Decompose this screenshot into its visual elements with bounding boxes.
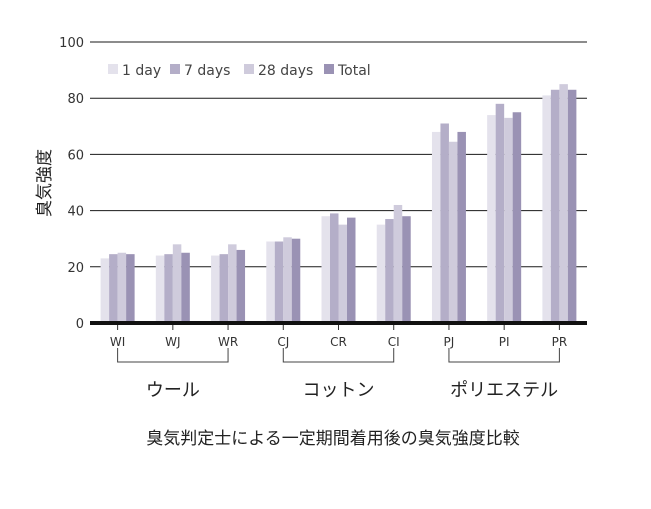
bar (266, 241, 275, 323)
y-tick-label: 40 (67, 205, 84, 220)
bar (236, 249, 246, 323)
group-label: ポリエステル (450, 380, 558, 401)
y-tick-label: 100 (59, 36, 84, 51)
group-label: コットン (303, 380, 375, 401)
bar (457, 131, 466, 323)
legend-swatch (244, 64, 254, 74)
legend-label: Total (337, 63, 371, 79)
x-tick-label: PR (552, 335, 568, 349)
group-bracket (282, 348, 395, 363)
bars (100, 84, 577, 324)
bar (487, 115, 496, 323)
bar (219, 254, 229, 323)
bar (559, 84, 568, 324)
category-groups: ウール コットン ポリエステル (117, 348, 560, 401)
y-axis-label: 臭気強度 (35, 149, 55, 217)
bar (228, 244, 237, 323)
bar (347, 217, 356, 323)
bar (181, 252, 190, 323)
bar (100, 258, 110, 323)
y-tick-label: 0 (76, 317, 84, 332)
group-bracket (117, 348, 229, 363)
x-tick-label: CR (330, 335, 347, 349)
bar (495, 103, 505, 323)
legend-label: 28 days (258, 63, 313, 79)
group-bracket (448, 348, 560, 363)
bar (338, 224, 347, 323)
bar (567, 89, 577, 324)
bar (393, 204, 403, 323)
x-tick-label: PJ (444, 335, 455, 349)
bar (504, 117, 513, 324)
bar (291, 238, 301, 323)
x-tick-label: WI (110, 335, 125, 349)
bar (512, 112, 522, 323)
x-tick-label: CJ (277, 335, 289, 349)
bar (117, 252, 127, 323)
legend-swatch (324, 64, 334, 74)
x-tick-label: WJ (165, 335, 180, 349)
bar (402, 216, 411, 323)
group-label: ウール (146, 380, 200, 401)
bar (376, 224, 386, 323)
bar (211, 255, 220, 323)
bar (109, 254, 118, 323)
bar (164, 254, 173, 323)
legend-label: 1 day (122, 63, 161, 79)
bar (431, 131, 441, 323)
legend: 1 day 7 days 28 days Total (108, 63, 371, 79)
x-tick-label: CI (388, 335, 400, 349)
legend-swatch (108, 64, 118, 74)
bar (550, 89, 560, 324)
legend-swatch (170, 64, 180, 74)
bar (172, 244, 182, 323)
bar (126, 254, 135, 323)
bar (283, 237, 292, 323)
chart-caption: 臭気判定士による一定期間着用後の臭気強度比較 (146, 429, 520, 449)
y-tick-label: 80 (67, 92, 84, 107)
x-tick-label: PI (499, 335, 510, 349)
bar (440, 123, 449, 324)
y-tick-label: 60 (67, 148, 84, 163)
y-tick-label: 20 (67, 261, 84, 276)
x-tick-label: WR (218, 335, 238, 349)
bar (321, 216, 330, 323)
bar (330, 213, 339, 323)
bar (542, 95, 551, 323)
bar (155, 255, 165, 323)
bar (274, 241, 284, 323)
axes: 0 20 40 60 80 100 WI WJ WR CJ CR CI PJ PI PR (59, 36, 587, 349)
bar (448, 141, 458, 323)
bar (385, 219, 394, 323)
legend-label: 7 days (184, 63, 230, 79)
